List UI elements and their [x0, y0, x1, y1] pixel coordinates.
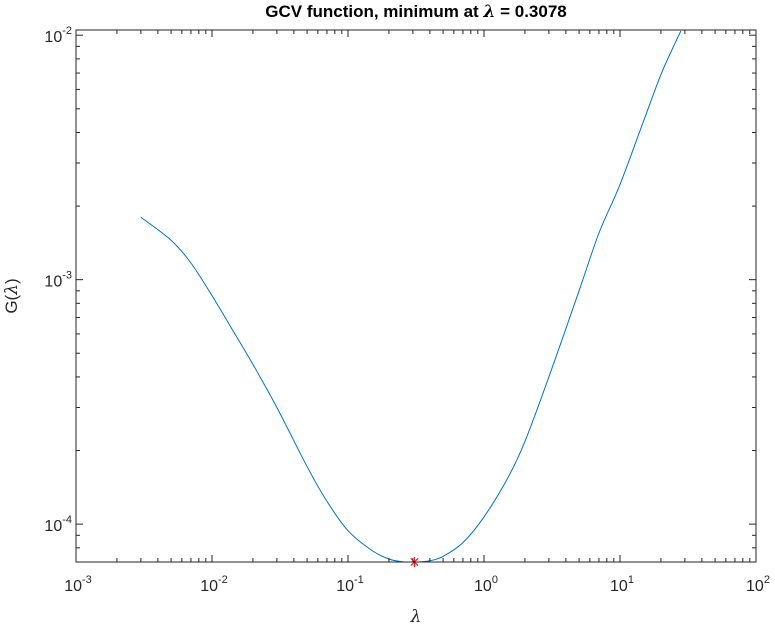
x-tick-label: 102: [746, 574, 770, 595]
x-tick-label-base: 10: [474, 578, 492, 595]
y-tick-label-base: 10: [44, 518, 62, 535]
chart-title: GCV function, minimum at λ = 0.3078: [265, 2, 566, 22]
y-tick-label: 10-2: [44, 25, 72, 46]
y-tick-labels: 10-410-310-2: [44, 25, 72, 535]
y-tick-label-exponent: -2: [62, 25, 72, 37]
plot-area: [76, 30, 756, 562]
x-tick-label: 100: [474, 574, 498, 595]
x-tick-label: 10-1: [336, 574, 364, 595]
tick-layer: [75, 30, 757, 563]
x-tick-label-exponent: 0: [492, 574, 498, 586]
x-tick-label: 10-2: [200, 574, 228, 595]
x-tick-label-exponent: -1: [354, 574, 364, 586]
y-tick-label: 10-3: [44, 270, 72, 291]
x-tick-label: 101: [610, 574, 634, 595]
x-tick-label-base: 10: [200, 578, 218, 595]
x-tick-label-base: 10: [64, 578, 82, 595]
x-tick-labels: 10-3 10-2 10-1 100 101 102: [64, 574, 770, 595]
y-tick-label-exponent: -4: [62, 514, 72, 526]
y-axis-label-suffix: ): [2, 278, 21, 284]
chart-title-lambda: λ: [482, 2, 495, 22]
y-tick-label-base: 10: [44, 274, 62, 291]
y-axis-label-prefix: G(: [2, 294, 21, 313]
x-tick-label: 10-3: [64, 574, 92, 595]
y-axis-label-lambda: λ: [2, 284, 22, 296]
axes-box: [75, 29, 757, 563]
x-tick-label-base: 10: [610, 578, 628, 595]
y-tick-label-exponent: -3: [62, 270, 72, 282]
x-tick-label-base: 10: [746, 578, 764, 595]
chart-title-suffix: = 0.3078: [495, 2, 566, 21]
x-axis-label: λ: [410, 607, 422, 627]
x-tick-label-base: 10: [336, 578, 354, 595]
chart-title-prefix: GCV function, minimum at: [265, 2, 483, 21]
x-tick-label-exponent: -3: [82, 574, 92, 586]
x-tick-label-exponent: 2: [764, 574, 770, 586]
x-tick-label-exponent: -2: [218, 574, 228, 586]
y-tick-label-base: 10: [44, 29, 62, 46]
x-tick-label-exponent: 1: [628, 574, 634, 586]
y-tick-label: 10-4: [44, 514, 72, 535]
y-axis-label: G(λ): [2, 278, 22, 313]
